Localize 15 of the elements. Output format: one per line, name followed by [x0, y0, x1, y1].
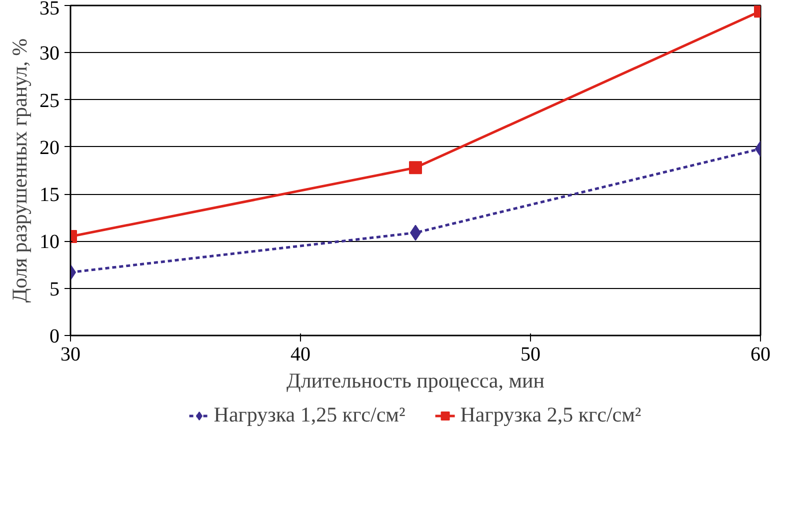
x-tick-label: 40 [290, 344, 310, 366]
y-tick-label: 25 [40, 90, 60, 112]
legend-label: Нагрузка 1,25 кгс/см² [214, 402, 406, 428]
y-tick-label: 30 [40, 42, 60, 65]
x-axis-title: Длительность процесса, мин [286, 368, 545, 392]
x-tick-label: 60 [750, 344, 770, 366]
y-tick-label: 15 [40, 184, 60, 206]
y-tick-label: 0 [50, 326, 60, 348]
y-tick-label: 35 [40, 0, 60, 20]
legend-label: Нагрузка 2,5 кгс/см² [460, 402, 642, 428]
y-axis-title: Доля разрушенных гранул, % [8, 38, 32, 303]
y-tick-label: 5 [50, 278, 60, 300]
y-tick-label: 20 [40, 136, 60, 159]
x-tick-label: 50 [520, 344, 540, 366]
y-tick-label: 10 [40, 231, 60, 254]
